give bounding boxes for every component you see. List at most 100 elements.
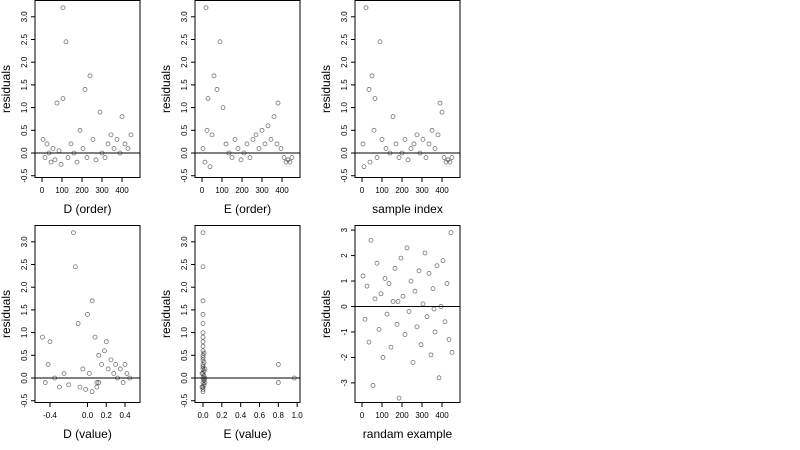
point <box>439 109 445 115</box>
point <box>202 380 208 385</box>
point <box>362 316 368 322</box>
point <box>378 291 384 297</box>
point <box>60 5 66 11</box>
point <box>204 127 210 133</box>
x-tick-label: 0.2 <box>101 411 113 420</box>
point <box>200 312 206 317</box>
point <box>200 321 206 326</box>
x-axis-label: D (value) <box>63 427 112 441</box>
y-tick-label: -0.5 <box>180 393 189 407</box>
point <box>262 141 268 147</box>
y-tick-label: 0.5 <box>20 349 29 361</box>
point <box>83 386 89 392</box>
y-tick-label: -3 <box>340 379 349 387</box>
point <box>200 330 206 336</box>
point <box>47 339 53 345</box>
point <box>402 137 408 142</box>
point <box>87 73 93 79</box>
point <box>440 258 446 264</box>
point <box>394 321 400 327</box>
x-tick-label: 200 <box>235 186 249 195</box>
y-tick-label: 2.0 <box>20 56 29 68</box>
point <box>429 127 435 133</box>
y-tick-label: 1.5 <box>20 304 29 316</box>
point <box>200 264 206 270</box>
point <box>259 127 265 133</box>
x-tick-label: 0.2 <box>216 411 228 420</box>
point <box>65 155 71 160</box>
y-tick-label: 1.5 <box>180 304 189 316</box>
point <box>200 386 206 392</box>
point <box>108 357 114 363</box>
point <box>200 366 206 372</box>
point <box>200 380 206 385</box>
point <box>199 384 205 390</box>
point <box>235 146 241 151</box>
point <box>271 114 277 120</box>
point <box>383 146 389 151</box>
y-tick-label: -0.5 <box>180 168 189 182</box>
point <box>380 355 386 360</box>
point <box>127 375 133 381</box>
point <box>90 137 96 142</box>
x-tick-label: 400 <box>435 186 449 195</box>
point <box>40 137 46 142</box>
point <box>48 159 54 165</box>
point <box>366 87 372 92</box>
point <box>400 293 406 299</box>
y-tick-label: 3.0 <box>20 236 29 248</box>
point <box>386 281 392 286</box>
y-tick-label: 0.5 <box>340 124 349 136</box>
point <box>74 159 80 165</box>
point <box>414 132 420 138</box>
point <box>399 150 405 156</box>
point <box>214 87 220 92</box>
point <box>89 389 95 395</box>
point <box>390 298 396 304</box>
point <box>426 270 432 276</box>
point <box>432 329 438 335</box>
point <box>209 132 215 138</box>
point <box>200 334 206 340</box>
point <box>201 350 207 356</box>
point <box>86 371 92 376</box>
point <box>278 146 284 151</box>
y-axis-label: residuals <box>319 290 333 338</box>
y-axis-label: residuals <box>0 65 13 113</box>
point <box>396 395 402 401</box>
point <box>68 141 74 147</box>
y-tick-label: 2.5 <box>340 33 349 45</box>
point <box>370 383 376 388</box>
y-axis-label: residuals <box>159 65 173 113</box>
point <box>384 311 390 317</box>
point <box>412 288 418 294</box>
point <box>379 137 385 142</box>
point <box>82 87 88 92</box>
x-axis-label: sample index <box>372 202 443 216</box>
y-tick-label: 0.0 <box>180 147 189 159</box>
x-tick-label: 0.0 <box>82 411 94 420</box>
point <box>265 123 271 129</box>
y-tick-label: 3.0 <box>180 11 189 23</box>
point <box>108 132 114 138</box>
point <box>200 298 206 304</box>
point <box>436 375 442 381</box>
point <box>431 306 437 312</box>
point <box>93 157 99 163</box>
point <box>46 150 52 156</box>
y-tick-label: 2.0 <box>180 56 189 68</box>
point <box>115 375 120 381</box>
point <box>438 304 444 309</box>
point <box>56 384 62 390</box>
point <box>119 114 125 120</box>
point <box>114 137 120 142</box>
point <box>220 105 226 111</box>
point <box>229 155 235 160</box>
point <box>428 352 434 358</box>
y-tick-label: 0.5 <box>180 349 189 361</box>
point <box>54 100 60 106</box>
x-tick-label: 200 <box>395 186 409 195</box>
point <box>120 380 126 385</box>
point <box>50 146 56 151</box>
